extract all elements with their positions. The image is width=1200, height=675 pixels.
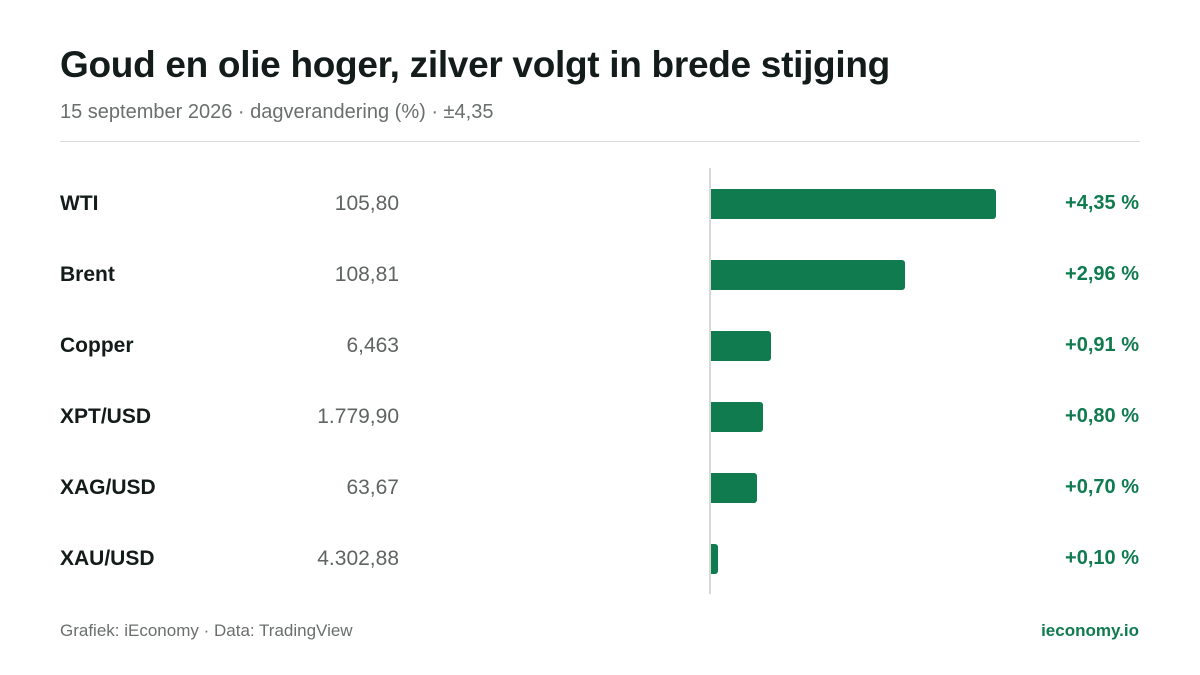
category-label: Copper <box>60 334 134 357</box>
change-label: +0,70 % <box>1065 476 1139 498</box>
chart-subtitle: 15 september 2026 · dagverandering (%) ·… <box>60 101 494 123</box>
chart-row: Copper 6,463 +0,91 % <box>0 326 1200 366</box>
change-label: +4,35 % <box>1065 192 1139 214</box>
zero-axis-line <box>709 168 711 594</box>
chart-row: XAU/USD 4.302,88 +0,10 % <box>0 539 1200 579</box>
header-divider <box>60 141 1140 142</box>
change-label: +2,96 % <box>1065 263 1139 285</box>
price-value: 6,463 <box>346 334 399 357</box>
category-label: XAG/USD <box>60 476 156 499</box>
chart-title: Goud en olie hoger, zilver volgt in bred… <box>60 44 890 85</box>
chart-row: XPT/USD 1.779,90 +0,80 % <box>0 397 1200 437</box>
price-value: 63,67 <box>346 476 399 499</box>
price-value: 1.779,90 <box>317 405 399 428</box>
bar <box>711 473 757 503</box>
bar <box>711 331 771 361</box>
price-value: 108,81 <box>334 263 399 286</box>
bar <box>711 189 996 219</box>
bar <box>711 402 764 432</box>
category-label: XAU/USD <box>60 547 155 570</box>
change-label: +0,80 % <box>1065 405 1139 427</box>
chart-row: XAG/USD 63,67 +0,70 % <box>0 468 1200 508</box>
price-value: 4.302,88 <box>317 547 399 570</box>
bar <box>711 260 905 290</box>
change-label: +0,10 % <box>1065 547 1139 569</box>
category-label: XPT/USD <box>60 405 152 428</box>
bar <box>711 544 718 574</box>
change-label: +0,91 % <box>1065 334 1139 356</box>
chart-row: Brent 108,81 +2,96 % <box>0 255 1200 295</box>
footer-source: Grafiek: iEconomy · Data: TradingView <box>60 621 353 640</box>
chart-row: WTI 105,80 +4,35 % <box>0 184 1200 224</box>
category-label: WTI <box>60 192 99 215</box>
category-label: Brent <box>60 263 115 286</box>
footer-brand-link[interactable]: ieconomy.io <box>1041 621 1139 640</box>
price-value: 105,80 <box>334 192 399 215</box>
